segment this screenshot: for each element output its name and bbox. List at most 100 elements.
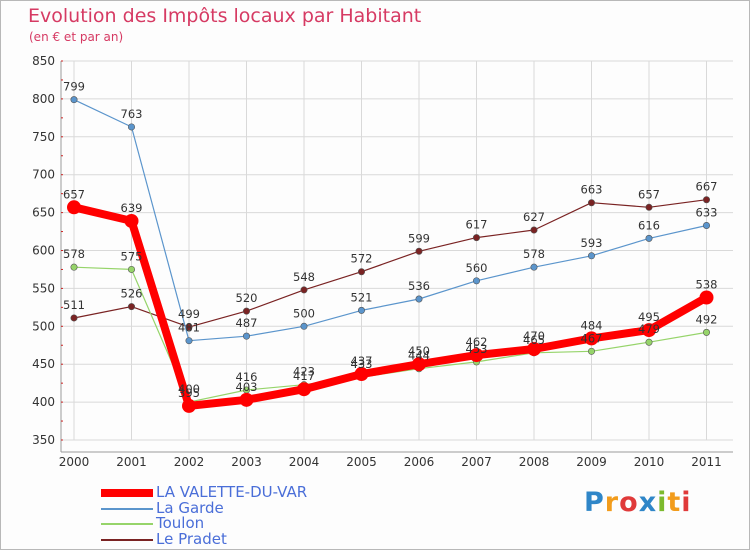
series-line xyxy=(73,99,708,342)
data-label: 578 xyxy=(63,247,85,261)
data-point xyxy=(300,322,308,330)
data-label: 536 xyxy=(408,279,430,293)
data-label: 572 xyxy=(351,252,373,266)
data-label: 616 xyxy=(638,218,660,232)
data-label: 416 xyxy=(236,370,258,384)
data-point xyxy=(645,234,653,242)
legend-label: La Garde xyxy=(156,498,224,517)
data-labels: 799 763 481 487 500 521 536 560 578 593 616 633 511 5… xyxy=(63,80,717,400)
data-point xyxy=(182,398,196,413)
data-label: 499 xyxy=(178,307,200,321)
data-point xyxy=(128,303,136,311)
data-label: 395 xyxy=(178,386,200,400)
x-tick-label: 2007 xyxy=(461,455,492,469)
data-label: 481 xyxy=(178,321,200,335)
data-label: 400 xyxy=(178,382,200,396)
data-label: 575 xyxy=(121,249,143,263)
y-tick-label: 800 xyxy=(32,92,55,106)
chart-title: Evolution des Impôts locaux par Habitant xyxy=(28,5,422,27)
data-label: 548 xyxy=(293,270,315,284)
x-tick-label: 2001 xyxy=(116,455,147,469)
brand-letter: o xyxy=(619,487,639,518)
data-point xyxy=(472,234,480,242)
y-tick-label: 850 xyxy=(32,54,55,68)
data-point xyxy=(185,337,193,345)
data-label: 657 xyxy=(63,187,85,201)
data-label: 763 xyxy=(121,107,143,121)
data-point xyxy=(415,295,423,303)
data-label: 500 xyxy=(293,306,315,320)
x-tick-label: 2005 xyxy=(346,455,377,469)
y-tick-label: 350 xyxy=(32,433,55,447)
data-label: 639 xyxy=(121,201,143,215)
legend-swatch xyxy=(101,489,153,497)
data-label: 520 xyxy=(236,291,258,305)
data-label: 465 xyxy=(523,333,545,347)
x-tick-label: 2011 xyxy=(691,455,722,469)
x-tick-label: 2002 xyxy=(174,455,205,469)
legend-label: Toulon xyxy=(156,514,205,532)
chart-subtitle: (en € et par an) xyxy=(29,30,124,44)
data-label: 663 xyxy=(581,183,603,197)
data-point xyxy=(587,347,595,355)
data-point xyxy=(645,203,653,211)
y-tick-label: 700 xyxy=(32,168,55,182)
data-label: 521 xyxy=(351,290,373,304)
data-point xyxy=(587,199,595,207)
y-tick-label: 750 xyxy=(32,130,55,144)
data-label: 433 xyxy=(351,357,373,371)
data-point xyxy=(702,328,710,336)
data-point xyxy=(469,348,484,363)
data-label: 599 xyxy=(408,231,430,245)
data-label: 450 xyxy=(408,344,430,358)
data-point xyxy=(243,332,251,340)
data-label: 470 xyxy=(523,329,545,343)
data-label: 593 xyxy=(581,236,603,250)
legend-swatch xyxy=(101,507,153,510)
data-point xyxy=(642,323,656,338)
data-label: 423 xyxy=(293,365,315,379)
y-tick-label: 500 xyxy=(32,319,55,333)
legend-swatch xyxy=(101,538,153,541)
x-tick-label: 2000 xyxy=(59,455,90,469)
data-label: 511 xyxy=(63,298,85,312)
data-label: 657 xyxy=(638,187,660,201)
data-point xyxy=(128,123,136,131)
data-label: 617 xyxy=(466,218,488,232)
data-point xyxy=(527,342,541,357)
data-label: 444 xyxy=(408,349,430,363)
data-point xyxy=(67,200,81,215)
brand-letter: i xyxy=(657,487,668,518)
data-label: 479 xyxy=(638,322,660,336)
data-label: 627 xyxy=(523,210,545,224)
data-label: 538 xyxy=(696,277,718,291)
data-point xyxy=(472,277,480,285)
series-line xyxy=(70,203,711,410)
brand-letter: P xyxy=(584,487,605,518)
data-label: 453 xyxy=(466,342,488,356)
brand-logo: Proxiti xyxy=(584,487,692,518)
data-label: 526 xyxy=(121,287,143,301)
data-point xyxy=(412,357,426,372)
data-label: 560 xyxy=(466,261,488,275)
data-point xyxy=(70,96,78,104)
data-label: 633 xyxy=(696,205,718,219)
data-label: 578 xyxy=(523,247,545,261)
data-point xyxy=(530,263,538,271)
series-line xyxy=(73,199,708,328)
legend-label: LA VALETTE-DU-VAR xyxy=(156,483,308,501)
y-tick-label: 600 xyxy=(32,244,55,258)
data-label: 667 xyxy=(696,180,718,194)
brand-letter: i xyxy=(681,487,692,518)
data-point xyxy=(587,252,595,260)
data-point xyxy=(357,268,365,276)
x-tick-label: 2006 xyxy=(404,455,435,469)
data-point xyxy=(702,196,710,204)
data-point xyxy=(300,286,308,294)
data-label: 403 xyxy=(236,380,258,394)
x-tick-label: 2004 xyxy=(289,455,320,469)
y-tick-label: 550 xyxy=(32,281,55,295)
data-label: 417 xyxy=(293,369,315,383)
data-point xyxy=(70,263,78,271)
